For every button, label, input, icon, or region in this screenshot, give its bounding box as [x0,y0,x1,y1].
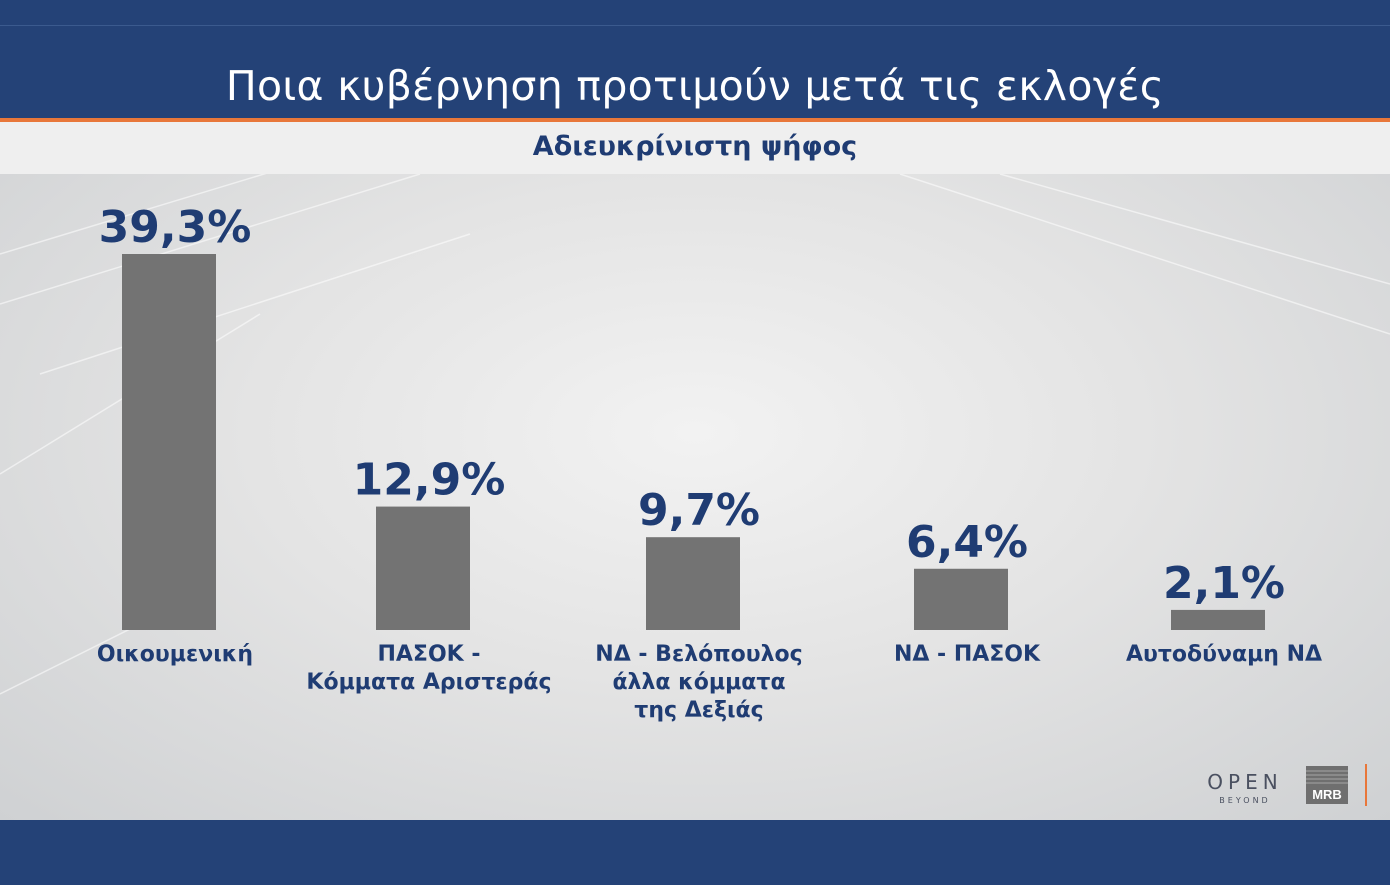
bar-1 [122,254,216,630]
value-label-3: 9,7% [638,485,760,536]
category-label-2: ΠΑΣΟΚ - Κόμματα Αριστεράς [306,642,551,695]
bar-chart: 39,3% Οικουμενική 12,9% ΠΑΣΟΚ - Κόμματα Αρισ… [97,202,1322,723]
category-label-1-line-1: Οικουμενική [97,642,253,667]
bar-5 [1171,609,1265,630]
value-label-4: 6,4% [906,517,1028,568]
open-logo: OPEN BEYOND [1205,770,1285,805]
category-label-4-line-1: ΝΔ - ΠΑΣΟΚ [894,642,1041,667]
category-label-3-line-1: ΝΔ - Βελόπουλος [595,642,802,667]
category-label-5: Αυτοδύναμη ΝΔ [1126,642,1322,667]
mrb-logo-stripes [1306,770,1348,784]
value-label-1: 39,3% [99,202,252,253]
subtitle-bar [0,122,1390,174]
mrb-logo-text: MRB [1312,787,1342,802]
value-label-2: 12,9% [353,455,506,506]
mrb-logo: MRB [1306,766,1348,804]
bar-2 [376,506,470,630]
chart-title: Ποια κυβέρνηση προτιμούν μετά τις εκλογέ… [225,62,1165,110]
category-label-2-line-2: Κόμματα Αριστεράς [306,670,551,695]
bar-3 [646,537,740,630]
open-logo-subtext: BEYOND [1219,796,1271,805]
footer-band [0,820,1390,885]
category-label-3: ΝΔ - Βελόπουλος άλλα κόμματα της Δεξιάς [595,642,802,723]
header-band [0,0,1390,118]
accent-rule [0,118,1390,122]
category-label-1: Οικουμενική [97,642,253,667]
plot-area [0,174,1390,820]
logo-divider [1365,764,1367,806]
category-label-3-line-2: άλλα κόμματα [612,670,785,695]
header-hairline [0,25,1390,26]
category-label-5-line-1: Αυτοδύναμη ΝΔ [1126,642,1322,667]
category-label-3-line-3: της Δεξιάς [634,698,763,723]
category-label-4: ΝΔ - ΠΑΣΟΚ [894,642,1041,667]
value-label-5: 2,1% [1163,558,1285,609]
bar-4 [914,568,1008,630]
chart-subtitle: Αδιευκρίνιστη ψήφος [532,131,858,162]
category-label-2-line-1: ΠΑΣΟΚ - [377,642,480,667]
open-logo-text: OPEN [1207,770,1283,794]
